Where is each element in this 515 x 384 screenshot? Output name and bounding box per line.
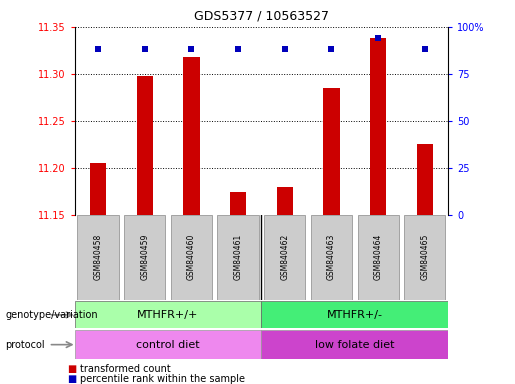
Text: MTHFR+/+: MTHFR+/+	[138, 310, 199, 320]
Bar	[90, 163, 106, 215]
FancyBboxPatch shape	[261, 330, 448, 359]
Bar	[230, 192, 246, 215]
Point	[327, 46, 335, 53]
Bar	[417, 144, 433, 215]
Text: GSM840463: GSM840463	[327, 234, 336, 280]
Text: percentile rank within the sample: percentile rank within the sample	[80, 374, 245, 384]
FancyBboxPatch shape	[77, 215, 118, 300]
Text: transformed count: transformed count	[80, 364, 170, 374]
Text: GSM840459: GSM840459	[140, 234, 149, 280]
Point	[94, 46, 102, 53]
Point	[281, 46, 289, 53]
Bar	[183, 57, 199, 215]
Bar	[370, 38, 386, 215]
FancyBboxPatch shape	[75, 330, 261, 359]
Text: GSM840460: GSM840460	[187, 234, 196, 280]
Text: low folate diet: low folate diet	[315, 339, 394, 350]
Bar	[323, 88, 339, 215]
Text: protocol: protocol	[5, 339, 45, 350]
Text: MTHFR+/-: MTHFR+/-	[327, 310, 383, 320]
FancyBboxPatch shape	[75, 301, 261, 328]
Text: GSM840462: GSM840462	[280, 234, 289, 280]
Text: control diet: control diet	[136, 339, 200, 350]
Text: ■: ■	[67, 374, 76, 384]
FancyBboxPatch shape	[404, 215, 445, 300]
FancyBboxPatch shape	[311, 215, 352, 300]
Title: GDS5377 / 10563527: GDS5377 / 10563527	[194, 10, 329, 23]
Bar	[277, 187, 293, 215]
Point	[141, 46, 149, 53]
Text: GSM840464: GSM840464	[373, 234, 383, 280]
Bar	[136, 76, 153, 215]
FancyBboxPatch shape	[264, 215, 305, 300]
Text: GSM840465: GSM840465	[420, 234, 429, 280]
Point	[234, 46, 242, 53]
FancyBboxPatch shape	[217, 215, 259, 300]
FancyBboxPatch shape	[261, 301, 448, 328]
Point	[374, 35, 382, 41]
Text: ■: ■	[67, 364, 76, 374]
Text: genotype/variation: genotype/variation	[5, 310, 98, 320]
Point	[187, 46, 196, 53]
Point	[421, 46, 429, 53]
FancyBboxPatch shape	[171, 215, 212, 300]
Text: GSM840461: GSM840461	[233, 234, 243, 280]
FancyBboxPatch shape	[124, 215, 165, 300]
Text: GSM840458: GSM840458	[94, 234, 102, 280]
FancyBboxPatch shape	[357, 215, 399, 300]
